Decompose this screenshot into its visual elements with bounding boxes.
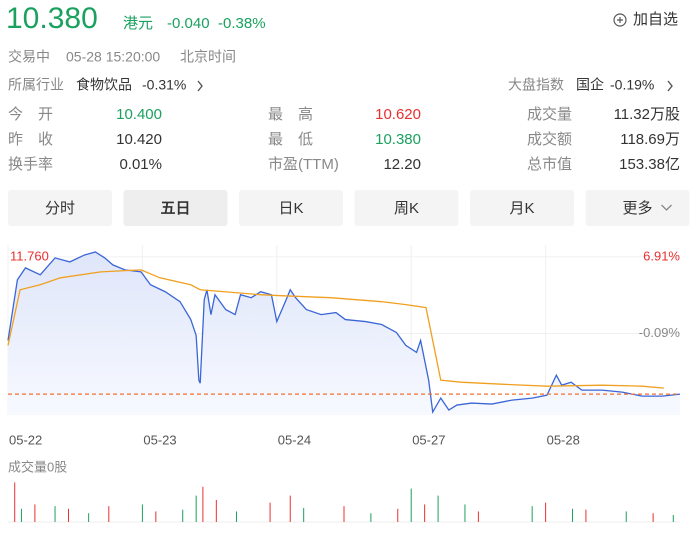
stat-value: 10.400 — [116, 106, 162, 123]
tab-background — [585, 190, 690, 226]
watch-label[interactable]: 加自选 — [633, 11, 678, 28]
stat-label: 最 低 — [268, 131, 313, 148]
chevron — [667, 80, 673, 92]
tab-label[interactable]: 分时 — [45, 200, 75, 217]
dropdown-icon — [661, 204, 672, 211]
y-tick-label: 11.760 — [10, 248, 49, 263]
tab-background — [354, 190, 459, 226]
stat-value: 118.69万 — [620, 131, 680, 148]
stat-label: 总市值 — [527, 156, 572, 173]
time: 05-28 15:20:00 — [66, 49, 160, 65]
stat-value: 0.01% — [119, 156, 162, 173]
tab-background — [123, 190, 228, 226]
intraday-chart: 11.76010.99010.2206.91%-0.09%-7.09%05-22… — [7, 245, 681, 447]
stat-label: 换手率 — [8, 156, 53, 173]
stat-value: 12.20 — [383, 156, 421, 173]
volume-chart — [8, 482, 680, 523]
x-tick-label: 05-23 — [143, 432, 176, 447]
tab[interactable]: 更多 — [585, 190, 690, 226]
tab-label[interactable]: 周K — [394, 200, 419, 217]
tab-label[interactable]: 更多 — [622, 200, 652, 217]
stat-value: 153.38亿 — [619, 156, 680, 173]
x-tick-label: 05-27 — [412, 432, 445, 447]
tab-background — [470, 190, 574, 226]
price: 10.380 — [6, 2, 98, 35]
x-tick-label: 05-24 — [278, 432, 311, 447]
x-tick-label: 05-28 — [547, 432, 580, 447]
tab[interactable]: 周K — [354, 190, 459, 226]
tab-bar: 分时 五日 日K 周K 月K 更多 — [8, 190, 690, 226]
tab[interactable]: 五日 — [123, 190, 228, 226]
y2-tick-label: 6.91% — [643, 248, 680, 263]
tab[interactable]: 日K — [239, 190, 343, 226]
industry-label: 所属行业 — [8, 77, 64, 93]
tab-label[interactable]: 日K — [278, 200, 303, 217]
currency: 港元 — [123, 15, 153, 32]
tab[interactable]: 月K — [470, 190, 574, 226]
stat-label: 市盈(TTM) — [268, 156, 339, 173]
plus-icon — [613, 13, 627, 27]
industry-link[interactable]: 所属行业 食物饮品 -0.31% — [8, 77, 203, 93]
stat-value: 10.620 — [375, 106, 421, 123]
y2-tick-label: -0.09% — [639, 325, 681, 340]
index-link[interactable]: 大盘指数 国企 -0.19% — [508, 77, 673, 93]
price-area — [8, 251, 680, 415]
stat-value: 10.420 — [116, 131, 162, 148]
index-change: -0.19% — [610, 77, 654, 93]
index-name: 国企 — [576, 77, 604, 93]
tab-background — [8, 190, 112, 226]
tab[interactable]: 分时 — [8, 190, 112, 226]
chevron — [197, 80, 203, 92]
volume-label: 成交量0股 — [8, 459, 67, 474]
industry-change: -0.31% — [142, 77, 186, 93]
tab-label[interactable]: 月K — [509, 200, 534, 217]
stat-label: 成交额 — [527, 130, 572, 148]
average-line — [7, 269, 664, 389]
index-label: 大盘指数 — [508, 77, 564, 93]
stat-label: 今 开 — [8, 106, 53, 123]
stat-value: 11.32万股 — [614, 106, 680, 123]
change-pct: -0.38% — [218, 15, 266, 32]
plus-icon — [617, 17, 623, 23]
timezone: 北京时间 — [180, 49, 236, 65]
x-tick-label: 05-22 — [9, 432, 42, 447]
watch-button[interactable]: 加自选 — [613, 11, 678, 28]
status: 交易中 — [8, 49, 50, 65]
industry-name: 食物饮品 — [76, 77, 132, 93]
change: -0.040 — [167, 15, 210, 32]
stat-value: 10.380 — [375, 131, 421, 148]
stat-label: 昨 收 — [8, 131, 53, 148]
stat-label: 最 高 — [268, 106, 313, 123]
stat-label: 成交量 — [527, 105, 572, 123]
tab-label[interactable]: 五日 — [160, 200, 190, 217]
tab-background — [239, 190, 343, 226]
